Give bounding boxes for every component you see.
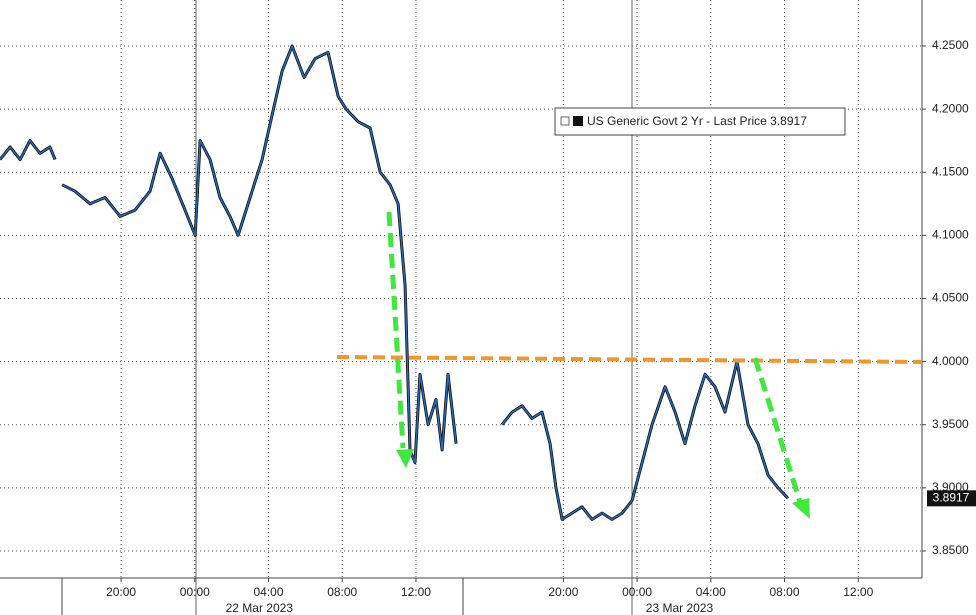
legend-swatch <box>573 116 583 126</box>
last-price-label: 3.8917 <box>933 491 970 505</box>
x-tick-label: 00:00 <box>622 585 652 599</box>
arrow-head <box>396 449 414 468</box>
x-tick-label: 08:00 <box>770 585 800 599</box>
x-tick-label: 12:00 <box>401 585 431 599</box>
x-tick-label: 08:00 <box>327 585 357 599</box>
down-arrow <box>386 211 414 468</box>
legend-toggle <box>560 116 570 126</box>
date-label: 23 Mar 2023 <box>646 601 714 615</box>
legend-box <box>554 107 846 136</box>
date-label: 22 Mar 2023 <box>226 601 294 615</box>
y-tick-label: 3.8500 <box>932 543 969 557</box>
y-tick-label: 4.0000 <box>932 354 969 368</box>
arrow-head <box>792 498 810 519</box>
y-tick-label: 4.0500 <box>932 291 969 305</box>
x-tick-label: 12:00 <box>843 585 873 599</box>
y-tick-label: 3.9500 <box>932 417 969 431</box>
last-price-tag <box>927 490 976 507</box>
price-line <box>0 45 789 521</box>
legend-label: US Generic Govt 2 Yr - Last Price 3.8917 <box>587 114 807 128</box>
resistance-line <box>336 355 923 364</box>
y-tick-label: 4.2500 <box>932 38 969 52</box>
x-tick-label: 04:00 <box>253 585 283 599</box>
arrow-shaft <box>752 357 803 503</box>
legend: US Generic Govt 2 Yr - Last Price 3.8917 <box>554 107 846 136</box>
x-tick-label: 20:00 <box>106 585 136 599</box>
y-tick-label: 4.1500 <box>932 164 969 178</box>
x-tick-label: 04:00 <box>696 585 726 599</box>
y-tick-label: 4.1000 <box>932 228 969 242</box>
arrow-shaft <box>386 211 406 449</box>
y-tick-label: 4.2000 <box>932 101 969 115</box>
down-arrow <box>752 357 810 519</box>
x-tick-label: 00:00 <box>180 585 210 599</box>
plot <box>0 44 790 521</box>
x-tick-label: 20:00 <box>548 585 578 599</box>
